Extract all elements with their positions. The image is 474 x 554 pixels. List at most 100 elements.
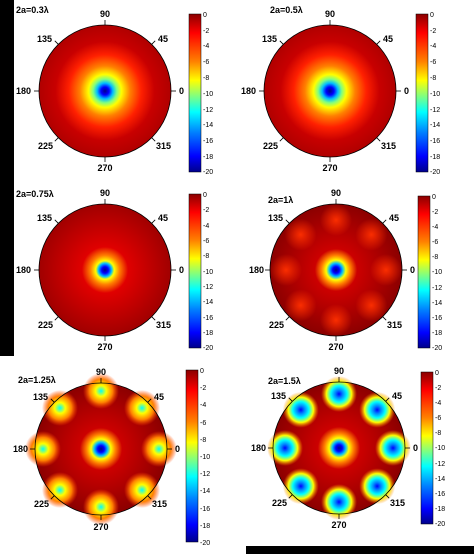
panel-label: 2a=0.5λ [270,5,303,15]
svg-text:-10: -10 [200,454,210,461]
side-lobe [321,484,357,520]
side-lobe [83,489,119,525]
angle-label-270: 270 [93,522,108,532]
angle-label-180: 180 [241,86,256,96]
side-lobe [284,218,317,251]
angle-label-0: 0 [179,86,184,96]
svg-text:-12: -12 [203,284,213,291]
svg-text:-10: -10 [430,91,440,98]
svg-text:-8: -8 [430,75,436,82]
svg-text:-4: -4 [200,402,206,409]
angle-label-180: 180 [13,444,28,454]
angle-label-135: 135 [37,34,52,44]
svg-text:0: 0 [200,368,204,375]
side-lobe [284,289,317,322]
side-lobe [355,289,388,322]
angle-label-0: 0 [410,265,415,275]
angle-ticks [34,199,176,341]
svg-text:-16: -16 [203,315,213,322]
svg-text:-10: -10 [203,269,213,276]
polar-plot: 2a=1.25λ 90 45 0 315 270 225 180 135 0 -… [13,367,210,547]
svg-text:-2: -2 [203,28,209,35]
svg-text:-14: -14 [203,299,213,306]
svg-text:-18: -18 [435,506,445,513]
angle-label-135: 135 [33,392,48,402]
panel-2a-1.5: 2a=1.5λ 90 45 0 315 270 225 180 135 0 -2… [246,356,474,546]
svg-text:-16: -16 [200,506,210,513]
svg-text:-18: -18 [203,154,213,161]
angle-label-225: 225 [38,320,53,330]
svg-text:-14: -14 [203,122,213,129]
radiation-pattern-disc [25,373,177,525]
angle-ticks [265,199,407,341]
svg-text:-6: -6 [203,238,209,245]
angle-label-315: 315 [152,499,167,509]
colorbar [417,195,431,349]
colorbar [415,13,429,173]
panel-label: 2a=1.5λ [268,376,301,386]
angle-label-225: 225 [272,498,287,508]
side-lobe [320,204,352,236]
svg-text:-20: -20 [435,521,445,528]
radiation-pattern-disc [38,203,172,337]
svg-text:-8: -8 [435,430,441,437]
svg-text:-20: -20 [430,169,440,176]
panel-label: 2a=1.25λ [18,375,56,385]
side-lobe [370,254,402,286]
angle-label-225: 225 [263,141,278,151]
radiation-pattern-disc [263,24,397,158]
colorbar-tick-labels: 0 -2 -4 -6 -8 -10 -12 -14 -16 -18 -20 [432,194,442,352]
angle-label-135: 135 [37,213,52,223]
angle-label-180: 180 [249,265,264,275]
angle-label-180: 180 [251,443,266,453]
side-lobe [355,218,388,251]
side-lobe [320,304,352,336]
polar-plot: 2a=0.75λ 90 45 0 315 270 225 180 135 0 -… [16,188,213,352]
polar-plot: 2a=1.5λ 90 45 0 315 270 225 180 135 0 -2… [251,366,445,530]
side-lobe [83,373,119,409]
panel-2a-1: 2a=1λ 90 45 0 315 270 225 180 135 0 -2 -… [236,180,474,356]
svg-text:-18: -18 [430,154,440,161]
angle-label-270: 270 [97,342,112,352]
side-lobe [141,431,177,467]
svg-text:-2: -2 [430,28,436,35]
angle-label-45: 45 [392,391,402,401]
angle-label-315: 315 [387,320,402,330]
angle-label-315: 315 [156,320,171,330]
svg-text:-8: -8 [432,254,438,261]
angle-label-180: 180 [16,86,31,96]
svg-text:-10: -10 [203,91,213,98]
polar-plot: 2a=0.5λ 90 45 0 315 270 225 180 135 0 -2… [241,5,440,176]
angle-ticks [259,20,401,162]
side-lobe [359,391,396,428]
svg-text:-16: -16 [432,315,442,322]
panel-2a-0.3: 2a=0.3λ 90 45 0 315 270 225 180 135 0 -2… [14,0,236,180]
side-lobe [267,430,303,466]
svg-text:-4: -4 [432,224,438,231]
svg-text:-4: -4 [435,400,441,407]
angle-label-90: 90 [334,366,344,376]
svg-text:-4: -4 [203,43,209,50]
angle-ticks [268,377,410,519]
svg-text:-14: -14 [435,476,445,483]
svg-text:-12: -12 [200,471,210,478]
svg-text:-2: -2 [200,385,206,392]
svg-text:-6: -6 [432,239,438,246]
colorbar [420,371,434,525]
colorbar [188,193,202,349]
angle-label-90: 90 [96,367,106,377]
svg-text:-12: -12 [430,107,440,114]
svg-text:-8: -8 [203,253,209,260]
svg-text:-6: -6 [203,59,209,66]
colorbar-tick-labels: 0 -2 -4 -6 -8 -10 -12 -14 -16 -18 -20 [435,370,445,528]
svg-text:-10: -10 [432,269,442,276]
angle-label-135: 135 [262,34,277,44]
svg-text:0: 0 [203,12,207,19]
svg-text:0: 0 [430,12,434,19]
angle-label-45: 45 [158,34,168,44]
angle-label-0: 0 [179,265,184,275]
svg-text:0: 0 [432,194,436,201]
angle-label-315: 315 [156,141,171,151]
colorbar [185,369,199,543]
angle-label-0: 0 [413,443,418,453]
